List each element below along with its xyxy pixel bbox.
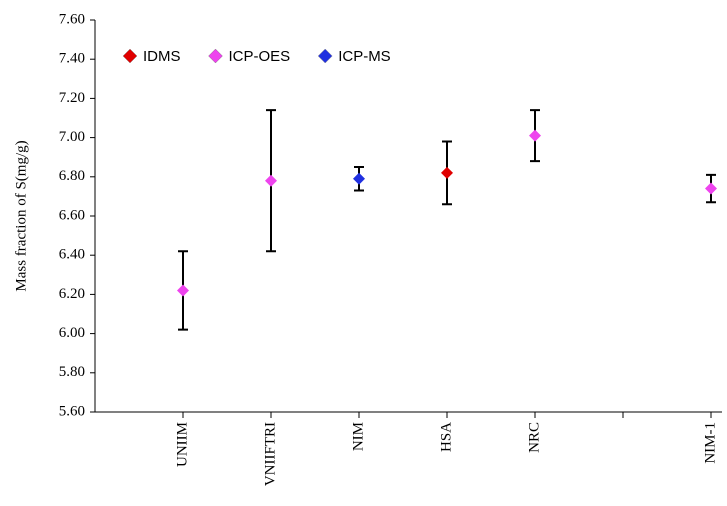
legend-label: IDMS [143,48,181,65]
legend-label: ICP-MS [338,48,391,65]
x-tick-label: NIM-1 [702,422,718,464]
y-tick-label: 6.80 [59,168,85,184]
y-tick-label: 6.40 [59,247,85,263]
x-tick-label: NIM [350,422,366,451]
y-tick-label: 6.00 [59,325,85,341]
y-tick-label: 7.60 [59,11,85,27]
marker [529,129,541,142]
y-tick-label: 6.60 [59,207,85,223]
y-tick-label: 7.00 [59,129,85,145]
x-tick-label: HSA [438,422,454,452]
y-axis-label: Mass fraction of S(mg/g) [13,140,29,291]
legend-marker [208,48,223,64]
y-tick-label: 5.80 [59,364,85,380]
y-tick-label: 7.40 [59,51,85,67]
legend-label: ICP-OES [229,48,291,65]
legend-marker [317,48,333,64]
y-tick-label: 7.20 [59,90,85,106]
marker [265,174,277,187]
x-tick-label: VNIIFTRI [262,422,278,486]
marker [353,172,365,185]
marker [441,166,453,179]
y-tick-label: 5.60 [59,403,85,419]
marker [177,284,189,297]
legend-marker [122,48,138,64]
y-tick-label: 6.20 [59,286,85,302]
x-tick-label: NRC [526,422,542,453]
x-tick-label: UNIIM [174,422,190,467]
marker [705,182,717,195]
